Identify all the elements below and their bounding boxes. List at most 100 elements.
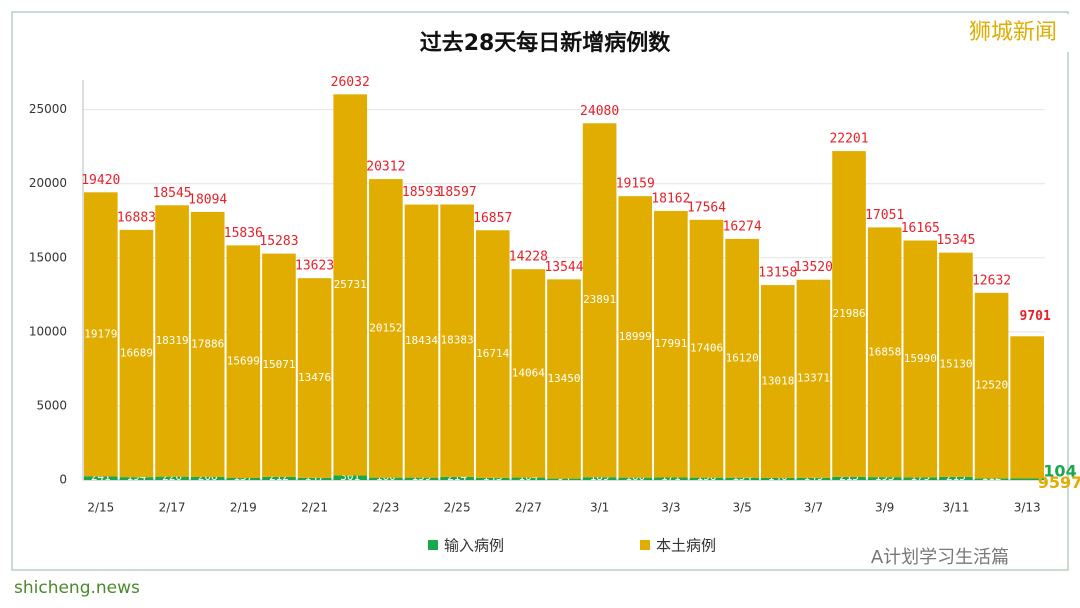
bar-segment [333, 94, 368, 476]
bar-segment [226, 245, 261, 478]
bar-segment [1010, 478, 1044, 480]
y-tick-label: 5000 [36, 398, 67, 412]
bar-segment [725, 477, 759, 480]
x-tick-label: 3/9 [875, 501, 894, 515]
total-label: 15345 [936, 233, 975, 248]
total-label: 13544 [544, 260, 583, 275]
bar-segment [974, 292, 1009, 479]
total-label: 13158 [758, 266, 797, 281]
bar-segment [190, 476, 225, 480]
x-tick-label: 2/17 [159, 501, 186, 515]
value-label: 17991 [654, 337, 687, 350]
total-label: 18094 [188, 192, 227, 207]
value-label: 13371 [797, 372, 830, 385]
total-label: 16165 [901, 221, 940, 236]
x-tick-label: 2/21 [301, 501, 328, 515]
bar-segment [333, 475, 368, 480]
x-tick-label: 2/15 [87, 501, 114, 515]
bar-segment [618, 196, 653, 478]
value-label: 16714 [476, 347, 509, 360]
bar-segment [84, 476, 118, 480]
value-label: 14064 [512, 366, 545, 379]
total-label: 13520 [794, 260, 833, 275]
x-tick-label: 2/19 [230, 501, 257, 515]
bar-segment [654, 210, 688, 478]
y-tick-label: 0 [59, 473, 67, 487]
watermark: 狮城新闻 [969, 20, 1057, 45]
total-label: 16274 [723, 219, 762, 234]
bar-segment [760, 477, 795, 480]
x-tick-label: 2/23 [372, 501, 399, 515]
value-label: 104 [1043, 462, 1076, 481]
bar-segment [796, 279, 831, 478]
watermark: A计划学习生活篇 [871, 547, 1009, 568]
total-label: 20312 [366, 160, 405, 175]
bar-segment [867, 227, 902, 478]
bar-segment [689, 219, 724, 478]
value-label: 17886 [191, 337, 224, 350]
bar-segment [369, 477, 403, 480]
value-label: 9597 [1038, 473, 1080, 492]
value-label: 15130 [939, 358, 972, 371]
bar-segment [867, 477, 902, 480]
total-label: 18593 [402, 185, 441, 200]
bar-segment [190, 211, 225, 477]
x-tick-label: 3/3 [661, 501, 680, 515]
bar-segment [155, 476, 189, 480]
bar-segment [939, 252, 973, 477]
total-label: 17051 [865, 208, 904, 223]
bar-segment [475, 477, 510, 480]
bar-segment [760, 285, 795, 478]
total-label: 15836 [224, 226, 263, 241]
value-label: 21986 [832, 307, 865, 320]
total-label: 18545 [153, 186, 192, 201]
bar-segment [689, 477, 724, 480]
value-label: 13476 [298, 371, 331, 384]
x-tick-label: 2/27 [515, 501, 542, 515]
y-tick-label: 15000 [29, 250, 67, 264]
bar-segment [725, 238, 759, 478]
bar-segment [974, 478, 1009, 480]
value-label: 23891 [583, 293, 616, 306]
bar-segment [440, 476, 474, 480]
total-label: 24080 [580, 104, 619, 119]
value-label: 25731 [334, 278, 367, 291]
bar-segment [404, 477, 439, 480]
bar-segment [832, 151, 866, 477]
value-label: 18999 [619, 330, 652, 343]
bar-segment [297, 477, 332, 480]
bar-segment [84, 192, 118, 477]
value-label: 17406 [690, 342, 723, 355]
bar-segment [262, 476, 296, 480]
legend-label: 本土病例 [656, 537, 716, 555]
bar-segment [903, 477, 938, 480]
bar-segment [262, 253, 296, 477]
bar-segment [369, 179, 403, 478]
watermark: shicheng.news [14, 578, 140, 598]
bar-segment [511, 269, 546, 478]
total-label: 17564 [687, 200, 726, 215]
bar-segment [440, 204, 474, 477]
bar-segment [119, 229, 154, 478]
bar-segment [654, 477, 688, 480]
bar-segment [618, 477, 653, 480]
total-label: 18162 [651, 191, 690, 206]
total-label: 16857 [473, 211, 512, 226]
chart-title: 过去28天每日新增病例数 [420, 30, 672, 56]
bar-segment [903, 240, 938, 478]
bar-segment [404, 204, 439, 478]
bar-segment [119, 477, 154, 480]
legend-label: 输入病例 [444, 537, 504, 555]
total-label: 13623 [295, 259, 334, 274]
value-label: 15071 [262, 358, 295, 371]
total-label: 22201 [829, 132, 868, 147]
bar-segment [582, 477, 617, 480]
value-label: 18319 [156, 334, 189, 347]
bar-segment [297, 278, 332, 478]
value-label: 12520 [975, 379, 1008, 392]
value-label: 19179 [84, 327, 117, 340]
bar-segment [1010, 336, 1044, 479]
bar-segment [511, 477, 546, 480]
x-tick-label: 3/7 [804, 501, 823, 515]
